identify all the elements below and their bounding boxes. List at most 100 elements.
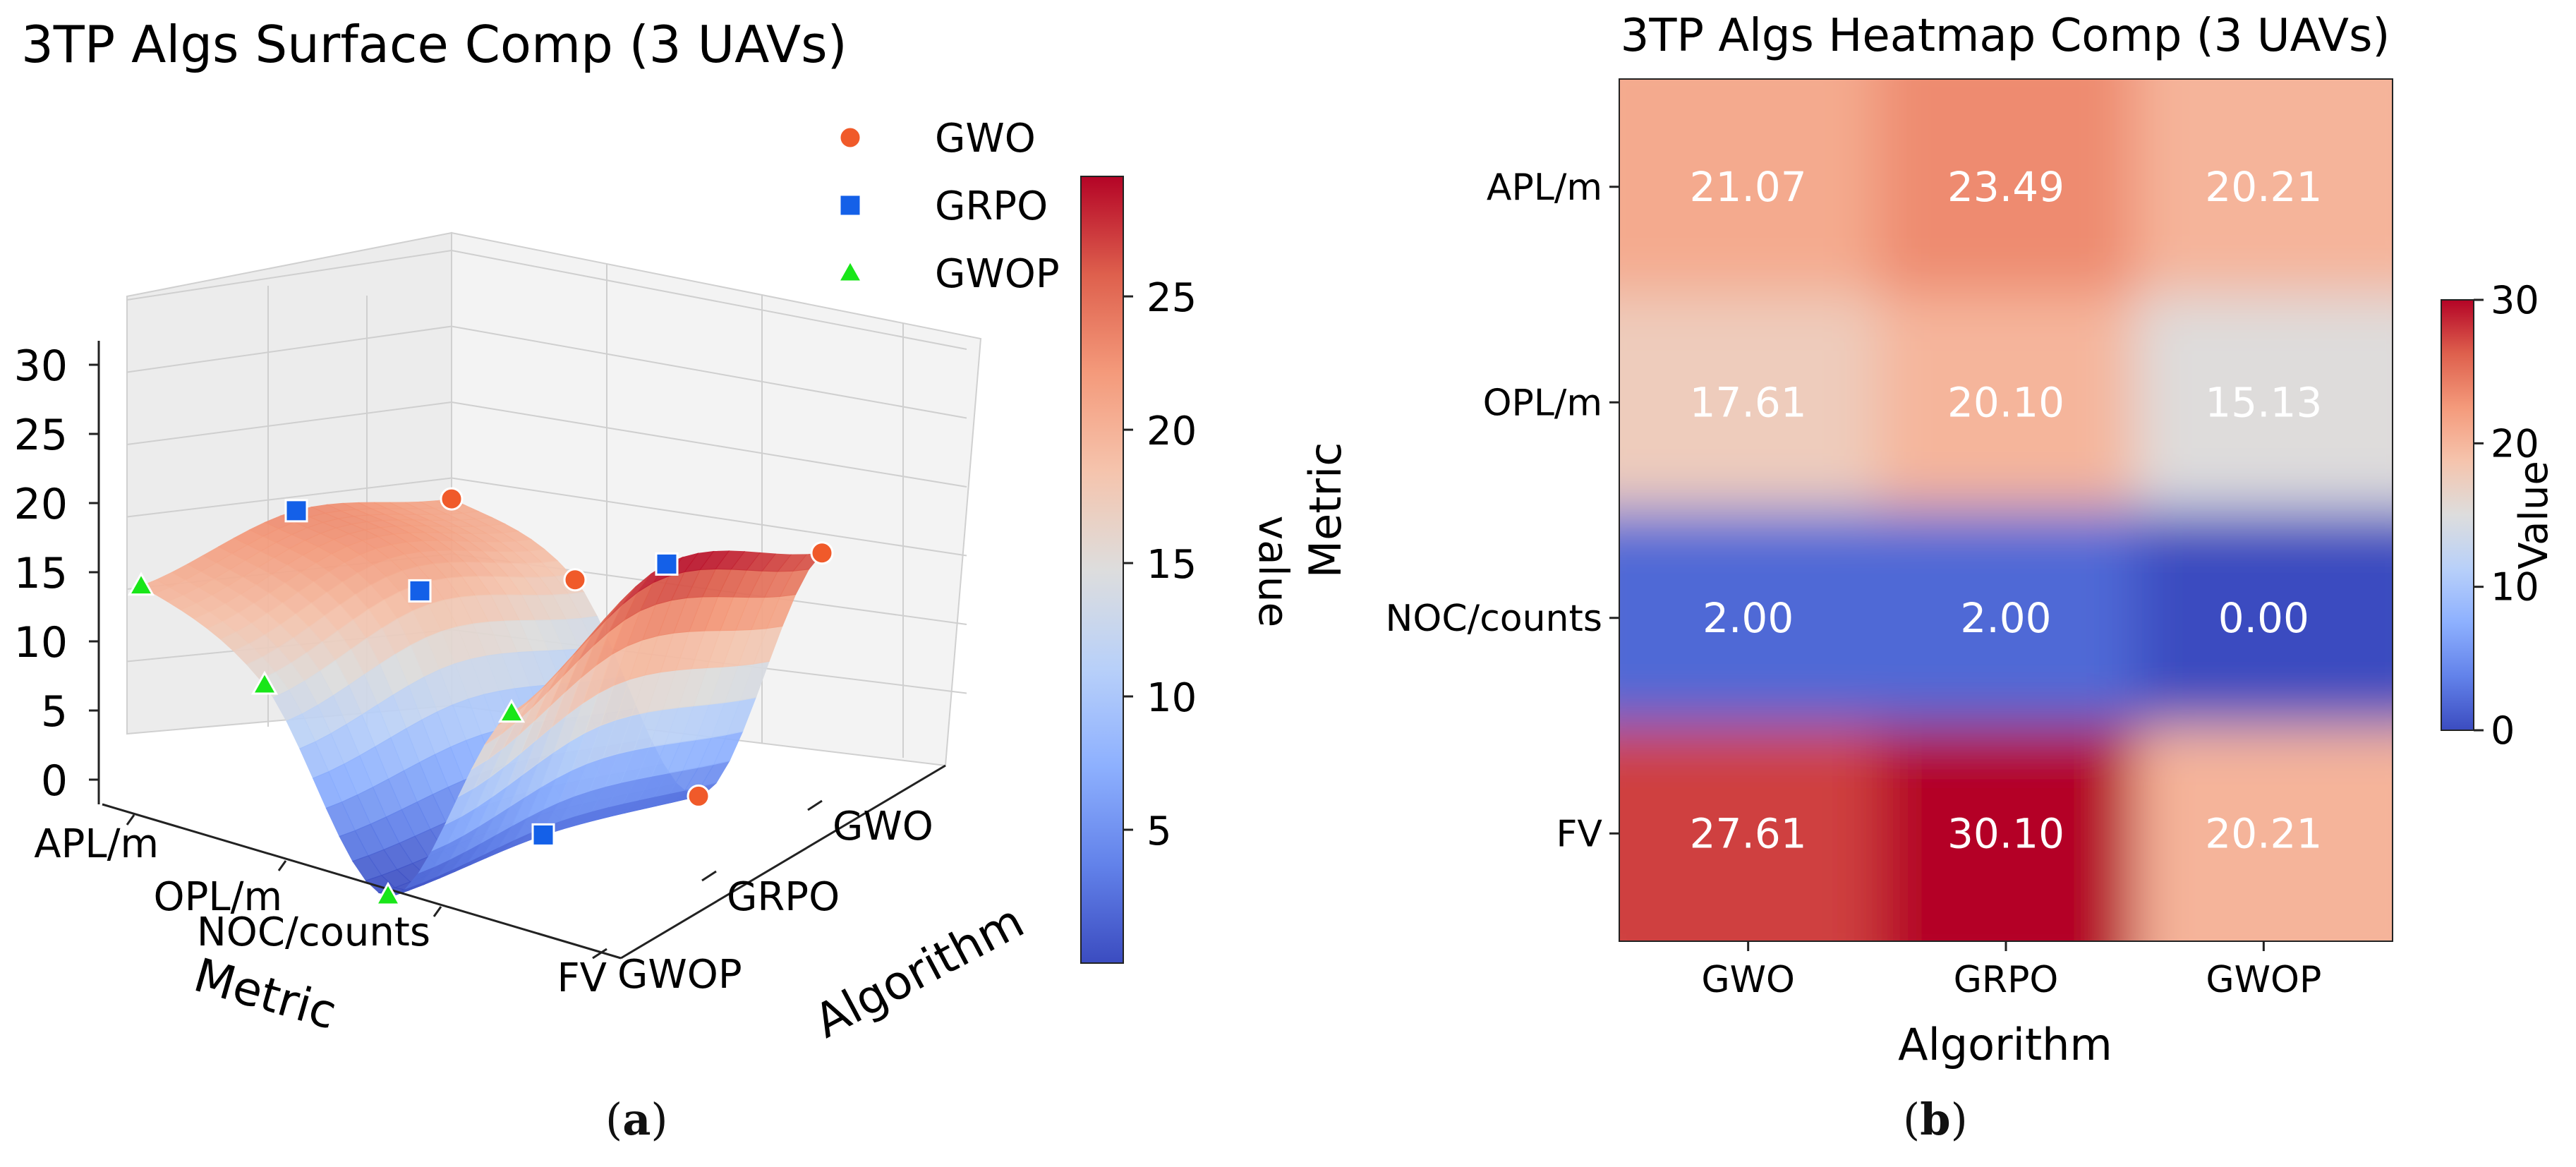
surface-z-tick-label: 15 xyxy=(14,549,68,598)
heatmap-colorbar xyxy=(2441,299,2474,731)
surface-marker-grpo xyxy=(531,823,555,847)
heatmap-metric-tick-label: NOC/counts xyxy=(1386,598,1602,640)
surface-colorbar-label: value xyxy=(1250,516,1298,627)
surface-gridline xyxy=(451,250,967,350)
surface-metric-tick-label: NOC/counts xyxy=(197,909,430,955)
surface-marker-gwop xyxy=(127,572,155,596)
heatmap-cell xyxy=(1877,725,2135,941)
heatmap-algorithm-tick-label: GRPO xyxy=(1954,959,2059,1001)
surface-metric-axis xyxy=(102,803,622,960)
heatmap-value-labels: 21.07 23.49 20.21 17.61 20.10 15.13 2.00 2.00 0.… xyxy=(1690,163,2323,858)
heatmap-algorithm-ticks: GWO GRPO GWOP xyxy=(1701,941,2321,1001)
heatmap-value-label: 21.07 xyxy=(1690,163,1807,211)
surface-marker-gwop xyxy=(374,881,402,906)
surface-marker-gwo xyxy=(440,487,464,511)
surface-z-tick-label: 25 xyxy=(14,411,68,460)
heatmap-colorbar-tick-label: 10 xyxy=(2491,565,2539,610)
heatmap-metric-ticks: APL/m OPL/m NOC/counts FV xyxy=(1386,167,1619,855)
surface-algorithm-tick-label: GWOP xyxy=(617,952,742,998)
heatmap-algorithm-axis-label: Algorithm xyxy=(1898,1019,2112,1070)
heatmap-value-label: 20.21 xyxy=(2205,809,2322,857)
surface-algorithm-tick-label: GRPO xyxy=(727,874,840,920)
surface-gridline xyxy=(451,325,967,419)
surface-legend: GWO GRPO GWOP xyxy=(836,116,1060,297)
heatmap-cell xyxy=(2134,294,2393,510)
surface-z-tick-label: 30 xyxy=(14,341,68,391)
heatmap-cells xyxy=(1619,79,2393,941)
legend-marker-grpo xyxy=(838,193,862,217)
heatmap-cell xyxy=(2134,725,2393,941)
heatmap-metric-tick-label: APL/m xyxy=(1487,167,1602,209)
heatmap-value-label: 30.10 xyxy=(1947,809,2064,857)
surface-chart: 3TP Algs Surface Comp (3 UAVs) 0 5 10 15 20 2… xyxy=(14,15,1298,1048)
heatmap-cell xyxy=(1877,294,2135,510)
surface-marker-gwo xyxy=(563,568,587,592)
surface-markers xyxy=(127,487,834,906)
surface-marker-grpo xyxy=(655,552,679,576)
heatmap-chart-title: 3TP Algs Heatmap Comp (3 UAVs) xyxy=(1621,10,2390,62)
surface-gridline xyxy=(126,477,452,518)
surface-algorithm-ticks: GWOP GRPO GWO xyxy=(592,799,933,998)
heatmap-colorbar-label: Value xyxy=(2511,461,2557,569)
heatmap-cell xyxy=(1877,79,2135,295)
surface-z-tick-label: 0 xyxy=(41,756,68,806)
surface-colorbar-tick-label: 15 xyxy=(1147,542,1197,588)
heatmap-value-label: 2.00 xyxy=(1960,594,2051,642)
legend-label-grpo: GRPO xyxy=(935,183,1048,229)
heatmap-metric-tick-label: FV xyxy=(1556,813,1603,855)
surface-gridline xyxy=(126,401,452,445)
surface-algorithm-tick xyxy=(807,799,823,811)
surface-metric-tick xyxy=(126,814,135,826)
surface-metric-tick-label: APL/m xyxy=(34,821,159,867)
heatmap-cell xyxy=(1619,294,1877,510)
surface-algorithm-tick xyxy=(592,948,607,960)
surface-marker-gwop xyxy=(250,670,279,695)
surface-gridline xyxy=(451,477,967,557)
heatmap-cell xyxy=(2134,510,2393,726)
surface-algorithm-tick xyxy=(701,870,717,882)
surface-z-tick-label: 10 xyxy=(14,618,68,667)
heatmap-value-label: 15.13 xyxy=(2205,378,2322,426)
heatmap-cell xyxy=(1619,510,1877,726)
caption-b: (b) xyxy=(1903,1094,1968,1145)
surface-chart-title: 3TP Algs Surface Comp (3 UAVs) xyxy=(21,15,847,74)
surface-marker-gwo xyxy=(810,541,834,565)
heatmap-algorithm-tick-label: GWOP xyxy=(2206,959,2321,1001)
surface-algorithm-axis xyxy=(620,764,946,960)
heatmap-value-label: 27.61 xyxy=(1690,809,1807,857)
surface-z-tick-label: 20 xyxy=(14,480,68,529)
surface-colorbar-tick-label: 20 xyxy=(1147,409,1197,454)
surface-metric-tick-label: OPL/m xyxy=(154,874,282,920)
surface-marker-grpo xyxy=(284,499,308,523)
surface-marker-gwop xyxy=(497,699,526,723)
heatmap-value-label: 20.21 xyxy=(2205,163,2322,211)
legend-label-gwop: GWOP xyxy=(935,251,1060,297)
surface-colorbar-tick-label: 10 xyxy=(1147,675,1197,721)
heatmap-algorithm-tick-label: GWO xyxy=(1701,959,1795,1001)
legend-label-gwo: GWO xyxy=(935,116,1036,162)
legend-marker-gwop xyxy=(836,258,864,283)
heatmap-value-label: 17.61 xyxy=(1690,378,1807,426)
surface-colorbar-tick-label: 5 xyxy=(1147,809,1172,854)
surface-metric-axis-label: Metric xyxy=(188,948,342,1040)
heatmap-cell xyxy=(1619,79,1877,295)
heatmap-metric-tick-label: OPL/m xyxy=(1483,382,1602,424)
heatmap-cell xyxy=(1619,725,1877,941)
heatmap-colorbar-tick-label: 30 xyxy=(2491,278,2539,322)
surface-colorbar-tick-label: 25 xyxy=(1147,275,1197,321)
surface-marker-grpo xyxy=(408,579,432,603)
surface-gridlines xyxy=(126,250,967,758)
heatmap-value-label: 0.00 xyxy=(2218,594,2309,642)
surface-metric-tick-label: FV xyxy=(557,955,607,1001)
heatmap-value-label: 23.49 xyxy=(1947,163,2064,211)
heatmap-colorbar-ticks: 0 10 20 30 xyxy=(2474,278,2539,753)
heatmap-colorbar-tick-label: 0 xyxy=(2491,708,2515,753)
surface-gridline xyxy=(451,401,967,488)
surface-algorithm-tick-label: GWO xyxy=(833,804,933,849)
surface-z-ticks: 0 5 10 15 20 25 30 xyxy=(14,341,99,806)
surface-colorbar xyxy=(1080,176,1124,964)
surface-gridline xyxy=(126,250,452,301)
heatmap-value-label: 20.10 xyxy=(1947,378,2064,426)
